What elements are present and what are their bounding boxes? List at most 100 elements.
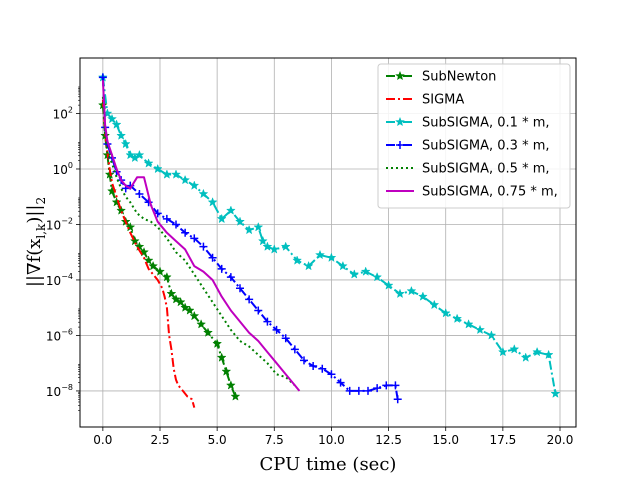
x-tick-label: 20.0 (547, 433, 574, 447)
data-point (244, 224, 255, 235)
y-tick-label: 10−8 (46, 383, 73, 399)
data-point (364, 386, 372, 395)
data-point (373, 384, 382, 393)
data-point (417, 291, 428, 301)
data-point (125, 149, 136, 160)
data-point (166, 288, 177, 299)
data-point (216, 352, 227, 362)
data-point (180, 302, 191, 312)
y-tick-label: 10−2 (46, 216, 73, 232)
data-point (532, 346, 543, 357)
data-point (226, 273, 235, 282)
data-point (393, 395, 402, 404)
data-point (171, 169, 181, 179)
data-point (107, 113, 117, 124)
data-point (383, 280, 394, 290)
data-point (281, 334, 290, 343)
legend-item: SubSIGMA, 0.5 * m, (386, 162, 550, 177)
data-point (180, 174, 191, 185)
data-point (175, 296, 186, 307)
x-tick-label: 2.5 (150, 433, 169, 447)
x-tick-label: 17.5 (489, 433, 516, 447)
data-point (543, 349, 554, 360)
data-point (236, 284, 244, 293)
data-point (208, 253, 217, 262)
legend-label: SubSIGMA, 0.75 * m, (422, 185, 558, 200)
data-point (161, 169, 172, 179)
data-point (212, 338, 223, 348)
data-point (216, 213, 227, 224)
series-line (101, 80, 301, 392)
data-point (196, 319, 207, 329)
legend-marker (395, 116, 405, 127)
data-point (203, 327, 213, 337)
data-point (181, 228, 190, 237)
data-point (98, 73, 107, 82)
data-point (162, 214, 171, 223)
data-point (171, 294, 181, 304)
data-point (349, 269, 360, 279)
y-tick-label: 10−4 (46, 272, 73, 288)
data-point (217, 264, 226, 273)
data-point (253, 221, 264, 232)
data-point (520, 352, 531, 362)
legend-item: SubSIGMA, 0.75 * m, (386, 185, 558, 200)
data-point (391, 381, 400, 390)
legend-label: SIGMA (422, 93, 464, 108)
data-point (189, 180, 200, 190)
data-point (111, 197, 122, 207)
data-point (257, 235, 268, 246)
x-tick-label: 12.5 (375, 433, 402, 447)
data-point (198, 188, 209, 199)
data-point (309, 361, 318, 370)
svg-text:||∇f(xl,k)||2: ||∇f(xl,k)||2 (24, 197, 48, 287)
data-point (336, 378, 345, 387)
data-point (135, 189, 144, 198)
data-point (199, 242, 208, 251)
data-point (429, 299, 440, 310)
data-point (207, 197, 218, 207)
data-point (184, 305, 195, 315)
data-point (292, 255, 303, 265)
data-point (326, 252, 337, 262)
x-tick-label: 5.0 (208, 433, 227, 447)
data-point (143, 158, 154, 168)
data-point (148, 260, 159, 271)
legend-label: SubNewton (422, 70, 496, 85)
data-point (300, 356, 308, 365)
legend-item: SubNewton (386, 70, 496, 85)
data-point (550, 388, 561, 398)
data-point (440, 307, 451, 318)
data-point (120, 138, 131, 149)
series-sigma (101, 99, 196, 408)
x-axis-ticks: 0.0 2.5 5.0 7.5 10.0 12.5 15.0 17.5 20.0 (93, 427, 573, 447)
data-point (395, 288, 405, 299)
data-point (509, 344, 520, 354)
data-point (486, 330, 497, 340)
data-point (318, 364, 327, 373)
legend-item: SubSIGMA, 0.3 * m, (386, 139, 550, 154)
axes (79, 57, 577, 428)
data-point (497, 346, 508, 357)
data-point (372, 272, 383, 282)
legend-marker (395, 70, 405, 81)
y-label-tail: )|| (24, 205, 45, 224)
data-point (290, 345, 299, 354)
data-point (327, 370, 336, 379)
data-point (452, 313, 463, 323)
data-point (382, 381, 391, 390)
y-tick-label: 100 (53, 161, 73, 177)
data-point (263, 317, 272, 326)
data-point (254, 306, 263, 315)
data-point (134, 149, 145, 160)
data-point (345, 386, 354, 395)
legend-item: SIGMA (386, 93, 464, 108)
data-point (406, 285, 417, 296)
y-tick-label: 10−6 (46, 327, 73, 343)
series-line (101, 99, 196, 408)
y-tick-label: 102 (53, 105, 73, 121)
data-point (230, 391, 241, 401)
data-point (272, 325, 281, 334)
data-point (337, 260, 348, 271)
